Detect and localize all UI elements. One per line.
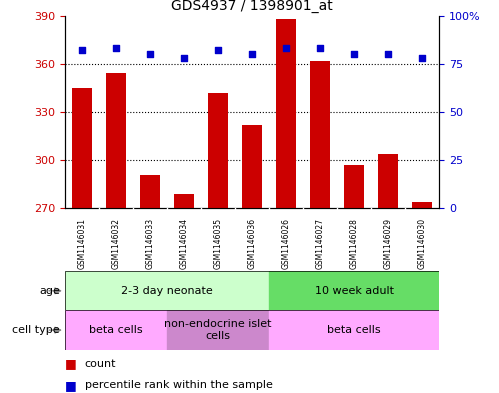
Bar (378, 154, 398, 208)
Text: GSM1146030: GSM1146030 (418, 218, 427, 269)
Bar (269, 271, 439, 310)
Text: GSM1146035: GSM1146035 (214, 218, 223, 269)
Text: beta cells: beta cells (327, 325, 381, 335)
Text: count: count (85, 358, 116, 369)
Point (282, 45, 290, 51)
Text: age: age (39, 286, 60, 296)
Bar (344, 165, 364, 208)
Text: GSM1146027: GSM1146027 (315, 218, 324, 269)
Bar (65, 271, 269, 310)
Text: ■: ■ (65, 357, 77, 370)
Text: percentile rank within the sample: percentile rank within the sample (85, 380, 273, 390)
Text: cell type: cell type (12, 325, 60, 335)
Text: ■: ■ (65, 378, 77, 392)
Text: GSM1146031: GSM1146031 (77, 218, 86, 269)
Text: GSM1146034: GSM1146034 (180, 218, 189, 269)
Bar (140, 174, 160, 208)
Bar (412, 202, 432, 208)
Title: GDS4937 / 1398901_at: GDS4937 / 1398901_at (171, 0, 333, 13)
Point (214, 47, 222, 53)
Point (146, 51, 154, 57)
Text: non-endocrine islet
cells: non-endocrine islet cells (164, 320, 272, 341)
Text: GSM1146028: GSM1146028 (350, 218, 359, 268)
Text: GSM1146032: GSM1146032 (111, 218, 120, 269)
Bar (174, 194, 194, 208)
Bar (310, 61, 330, 208)
Point (418, 55, 426, 61)
Bar (65, 310, 167, 350)
Text: GSM1146036: GSM1146036 (248, 218, 256, 269)
Point (316, 45, 324, 51)
Point (112, 45, 120, 51)
Point (350, 51, 358, 57)
Bar (269, 310, 439, 350)
Text: 2-3 day neonate: 2-3 day neonate (121, 286, 213, 296)
Text: 10 week adult: 10 week adult (314, 286, 394, 296)
Bar (242, 125, 262, 208)
Bar (72, 88, 92, 208)
Text: beta cells: beta cells (89, 325, 143, 335)
Bar (208, 93, 228, 208)
Text: GSM1146033: GSM1146033 (145, 218, 154, 269)
Bar (276, 19, 296, 208)
Point (78, 47, 86, 53)
Text: GSM1146029: GSM1146029 (384, 218, 393, 269)
Bar (167, 310, 269, 350)
Point (248, 51, 256, 57)
Point (180, 55, 188, 61)
Bar (106, 73, 126, 208)
Point (384, 51, 392, 57)
Text: GSM1146026: GSM1146026 (281, 218, 290, 269)
